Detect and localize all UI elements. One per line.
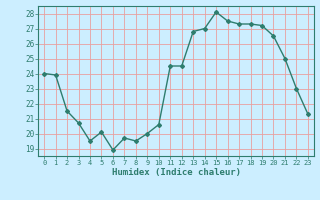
X-axis label: Humidex (Indice chaleur): Humidex (Indice chaleur) <box>111 168 241 177</box>
